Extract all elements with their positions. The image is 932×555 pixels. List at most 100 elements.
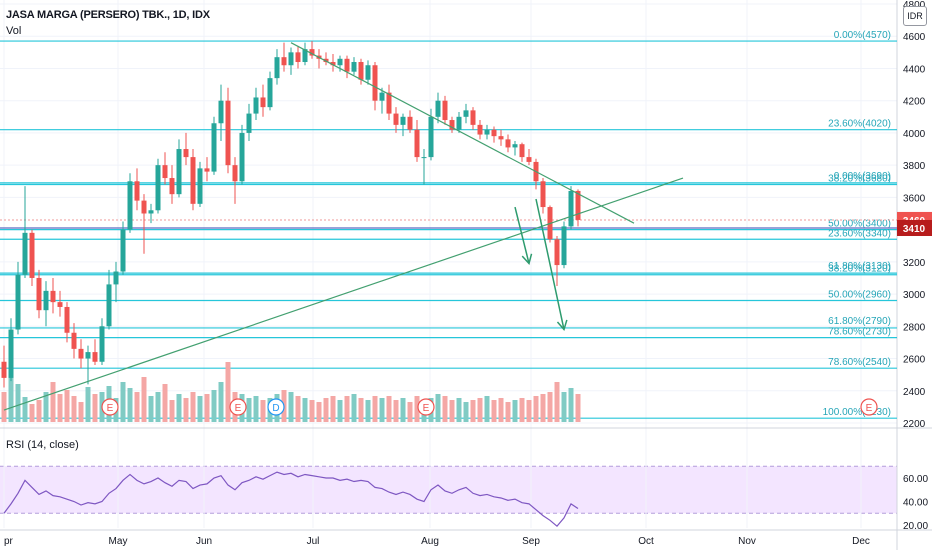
earnings-marker[interactable]: E bbox=[417, 398, 435, 416]
fib-label: 50.00%(2960) bbox=[828, 290, 891, 301]
candle-body bbox=[15, 274, 21, 330]
currency-button[interactable]: IDR bbox=[903, 6, 927, 26]
fib-label: 23.60%(4020) bbox=[828, 119, 891, 130]
candle-body bbox=[442, 100, 448, 121]
candle-body bbox=[113, 271, 119, 285]
volume-bar bbox=[141, 377, 147, 422]
y-tick-label: 2600 bbox=[903, 355, 926, 366]
candle-body bbox=[561, 226, 567, 266]
candle-body bbox=[519, 144, 525, 158]
candle-body bbox=[421, 157, 427, 159]
candle-body bbox=[344, 58, 350, 72]
candle-body bbox=[393, 113, 399, 125]
volume-bar bbox=[190, 392, 196, 422]
candle-body bbox=[85, 352, 91, 359]
candle-body bbox=[36, 277, 42, 311]
volume-bar bbox=[442, 396, 448, 422]
candle-body bbox=[239, 132, 245, 182]
volume-bar bbox=[575, 394, 581, 422]
fib-label: 0.00%(3690) bbox=[834, 171, 891, 182]
fib-label: 38.20%(3680) bbox=[828, 173, 891, 184]
candle-body bbox=[99, 326, 105, 362]
fib-label: 100.00%(2230) bbox=[823, 407, 891, 418]
candle-body bbox=[232, 165, 238, 182]
volume-bar bbox=[463, 402, 469, 422]
event-circle bbox=[417, 398, 435, 416]
candle-body bbox=[526, 157, 532, 162]
candle-body bbox=[127, 181, 133, 230]
rsi-legend: RSI (14, close) bbox=[6, 439, 79, 451]
y-tick-label: 4200 bbox=[903, 97, 926, 108]
volume-bar bbox=[540, 394, 546, 422]
candle-body bbox=[358, 62, 364, 80]
earnings-marker[interactable]: E bbox=[229, 398, 247, 416]
candle-body bbox=[498, 136, 504, 140]
volume-bar bbox=[449, 400, 455, 422]
candle-body bbox=[29, 232, 35, 278]
x-tick-label: Jun bbox=[196, 536, 212, 547]
volume-bar bbox=[176, 394, 182, 422]
volume-bar bbox=[22, 397, 28, 422]
candle-body bbox=[162, 165, 168, 179]
fib-label: 23.60%(3340) bbox=[828, 228, 891, 239]
rsi-tick-label: 60.00 bbox=[903, 474, 928, 485]
candle-body bbox=[71, 332, 77, 349]
volume-bar bbox=[386, 396, 392, 422]
volume-bar bbox=[561, 392, 567, 422]
candle-body bbox=[155, 165, 161, 211]
y-tick-label: 2800 bbox=[903, 322, 926, 333]
volume-bar bbox=[358, 398, 364, 422]
volume-bar bbox=[120, 382, 126, 422]
candle-body bbox=[169, 178, 175, 195]
candle-body bbox=[505, 139, 511, 148]
candle-body bbox=[1, 361, 7, 378]
y-tick-label: 4400 bbox=[903, 64, 926, 75]
candle-body bbox=[365, 65, 371, 80]
fib-label: 61.80%(3130) bbox=[828, 261, 891, 272]
candle-body bbox=[148, 210, 154, 214]
candle-body bbox=[197, 168, 203, 204]
dividend-marker[interactable]: D bbox=[267, 398, 285, 416]
rsi-tick-label: 20.00 bbox=[903, 521, 928, 532]
candle-body bbox=[435, 100, 441, 117]
candle-body bbox=[323, 58, 329, 63]
event-circle bbox=[229, 398, 247, 416]
volume-bar bbox=[456, 398, 462, 422]
candle-body bbox=[351, 62, 357, 72]
x-tick-label: Nov bbox=[738, 536, 756, 547]
y-tick-label: 3200 bbox=[903, 258, 926, 269]
volume-bar bbox=[477, 398, 483, 422]
earnings-marker[interactable]: E bbox=[860, 398, 878, 416]
candle-body bbox=[288, 52, 294, 66]
volume-bar bbox=[92, 394, 98, 422]
volume-bar bbox=[498, 398, 504, 422]
volume-bar bbox=[414, 396, 420, 422]
candle-body bbox=[190, 157, 196, 204]
volume-bar bbox=[526, 400, 532, 422]
volume-bar bbox=[316, 402, 322, 422]
candle-body bbox=[540, 181, 546, 208]
candle-body bbox=[372, 65, 378, 101]
event-label: E bbox=[107, 403, 114, 414]
volume-bar bbox=[344, 396, 350, 422]
candle-body bbox=[218, 100, 224, 124]
candle-body bbox=[204, 168, 210, 172]
earnings-marker[interactable]: E bbox=[101, 398, 119, 416]
event-circle bbox=[860, 398, 878, 416]
y-tick-label: 3800 bbox=[903, 161, 926, 172]
candle-body bbox=[64, 306, 70, 333]
volume-bar bbox=[134, 392, 140, 422]
volume-bar bbox=[505, 402, 511, 422]
rsi-band bbox=[0, 466, 897, 514]
fib-label: 50.00%(3400) bbox=[828, 219, 891, 230]
rsi-line bbox=[3, 471, 579, 528]
candle-body bbox=[309, 49, 315, 56]
volume-bar bbox=[183, 398, 189, 422]
candle-body bbox=[456, 116, 462, 130]
volume-bar bbox=[309, 400, 315, 422]
volume-bar bbox=[1, 392, 7, 422]
volume-bar bbox=[554, 382, 560, 422]
candle-body bbox=[8, 329, 14, 378]
